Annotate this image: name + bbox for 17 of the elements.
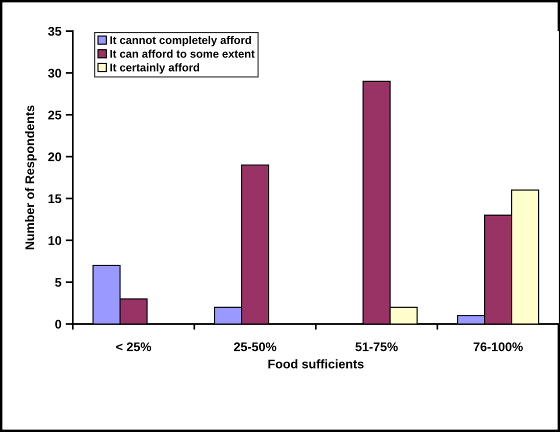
legend-label: It can afford to some extent [110, 50, 255, 58]
y-tick-label: 25 [48, 110, 62, 120]
legend-label: It certainly afford [110, 63, 200, 74]
y-tick-label: 0 [55, 320, 62, 329]
x-tick-label: 25-50% [234, 342, 276, 352]
y-tick-label: 35 [48, 26, 62, 36]
x-tick-label: 76-100% [474, 342, 523, 352]
y-tick-label: 30 [48, 68, 62, 78]
x-tick-label: < 25% [116, 342, 152, 352]
y-tick-label: 5 [55, 278, 62, 287]
y-tick-label: 20 [48, 152, 62, 162]
y-axis-title: Number of Respondents [25, 105, 37, 250]
legend-label: It cannot completely afford [110, 36, 251, 46]
y-tick-label: 10 [48, 236, 62, 245]
x-axis-title: Food sufficients [268, 359, 364, 368]
x-tick-label: 51-75% [355, 342, 398, 352]
y-tick-label: 15 [48, 194, 62, 204]
